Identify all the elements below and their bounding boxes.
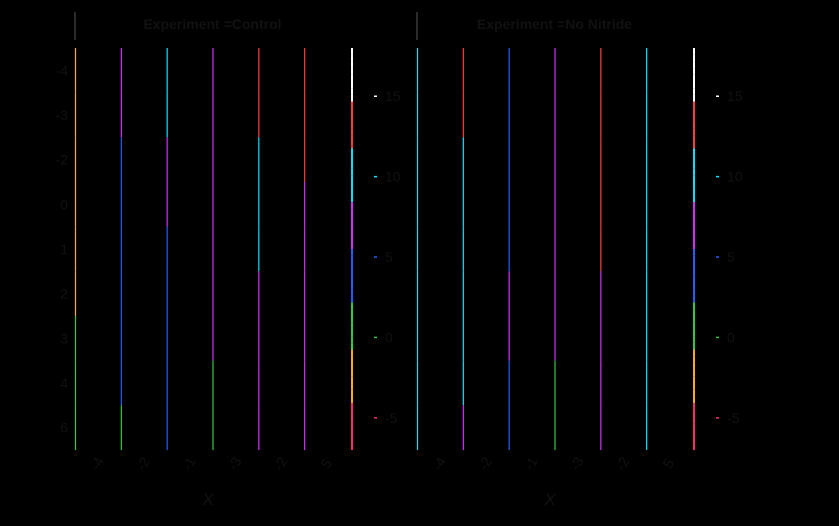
x-tick-label: -1 [179, 454, 199, 473]
y-tick-label: -4 [56, 62, 69, 78]
colorbar-tick-label: 15 [727, 88, 743, 104]
x-tick-label: -4 [87, 454, 107, 473]
x-tick-label: -3 [567, 454, 587, 473]
x-tick-label: 5 [317, 456, 335, 471]
colorbar-tick-label: 15 [385, 88, 401, 104]
x-tick-label: -3 [225, 454, 245, 473]
y-tick-label: 4 [60, 375, 68, 391]
y-tick-label: -2 [56, 152, 69, 168]
x-tick-label: -2 [475, 454, 495, 473]
panel-title: Experiment =No Nitride [477, 16, 632, 32]
colorbar-tick-label: 5 [727, 249, 735, 265]
colorbar-tick-label: 5 [385, 249, 393, 265]
colorbar-tick-label: -5 [385, 410, 398, 426]
y-tick-label: 6 [60, 420, 68, 436]
colorbar-tick-label: 0 [727, 329, 735, 345]
colorbar-tick-label: 10 [727, 169, 743, 185]
y-tick-label: 3 [60, 330, 68, 346]
y-tick-label: -3 [56, 107, 69, 123]
colorbar-tick-label: -5 [727, 410, 740, 426]
panel-1: Experiment =Control -4 -3 -2 0 1 2 3 4 6 -4 -2 -1 -3 -… [56, 12, 401, 509]
x-tick-label: -2 [133, 454, 153, 473]
x-tick-label: -4 [429, 454, 449, 473]
x-tick-label: -2 [270, 454, 290, 473]
x-axis-label: X [201, 490, 214, 509]
panel-title: Experiment =Control [143, 16, 281, 32]
y-tick-label: 1 [60, 241, 68, 257]
colorbar-tick-label: 10 [385, 169, 401, 185]
x-tick-label: -2 [612, 454, 632, 473]
x-tick-label: 5 [659, 456, 677, 471]
x-tick-label: -1 [521, 454, 541, 473]
colorbar-tick-label: 0 [385, 329, 393, 345]
panel-2: Experiment =No Nitride -4 -2 -1 -3 -2 5 X -5 0 5 10… [416, 12, 743, 509]
y-tick-label: 2 [60, 286, 68, 302]
x-axis-label: X [543, 490, 556, 509]
y-tick-label: 0 [60, 196, 68, 212]
